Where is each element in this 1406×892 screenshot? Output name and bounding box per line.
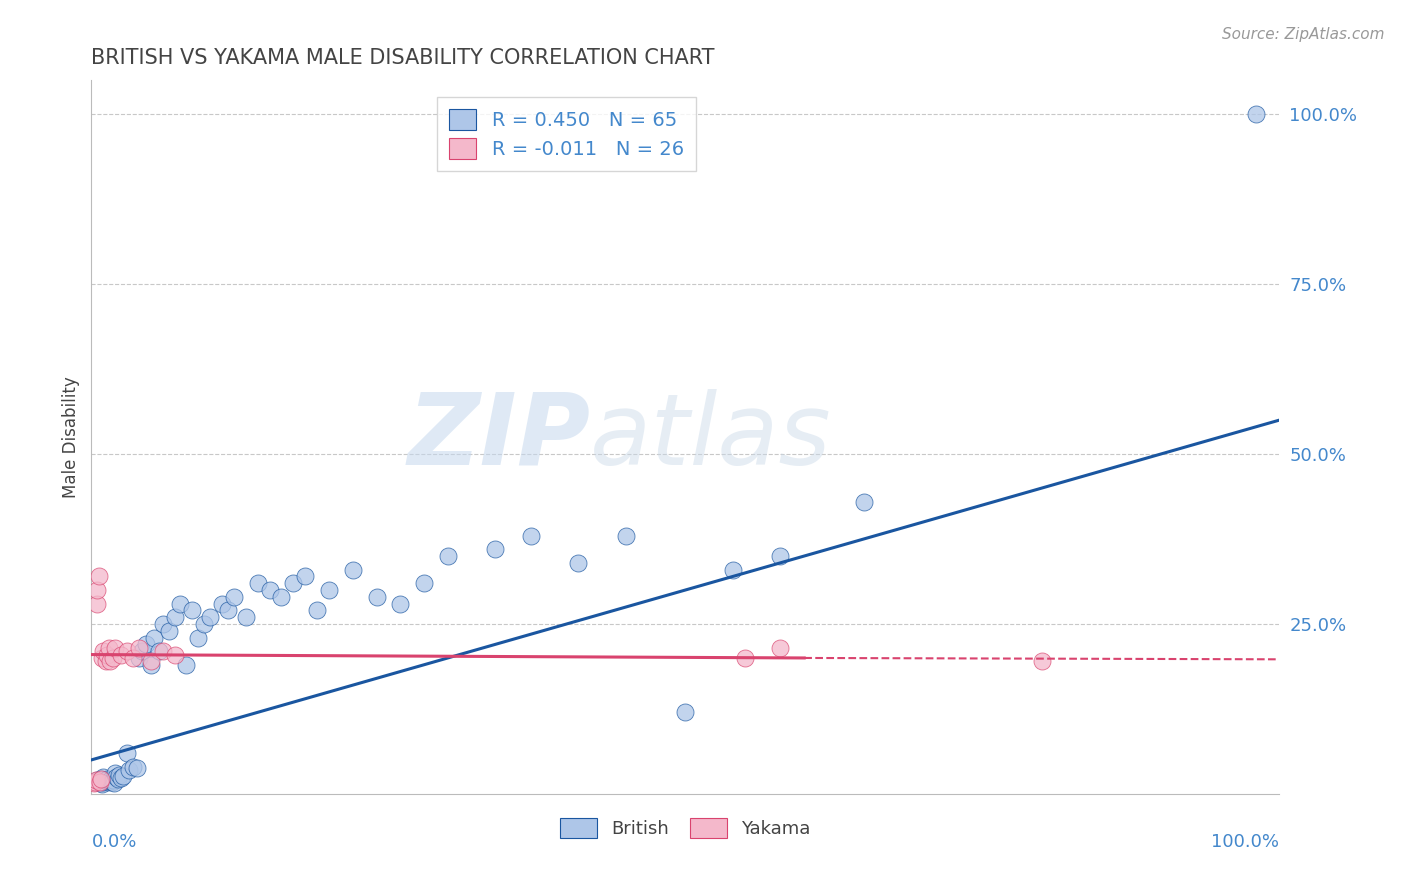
Point [734,651,756,665]
Point [852,494,875,508]
Point [110,771,132,785]
Point [91,644,114,658]
Point [181,603,204,617]
Point [86,582,108,597]
Point [112,769,135,783]
Point [91,774,114,789]
Point [94,654,117,668]
Point [131,644,153,658]
Point [125,761,148,775]
Text: ZIP: ZIP [408,389,591,485]
Point [259,582,281,597]
Point [567,556,589,570]
Point [217,603,239,617]
Point [91,770,114,784]
Point [148,644,170,658]
Point [283,576,305,591]
Point [1031,654,1053,668]
Point [139,657,162,672]
Point [520,528,543,542]
Point [143,631,166,645]
Point [222,590,245,604]
Point [211,597,233,611]
Point [86,773,108,788]
Point [107,768,129,782]
Point [721,563,744,577]
Point [294,569,316,583]
Point [98,640,121,655]
Point [128,640,150,655]
Point [318,582,340,597]
Point [90,772,112,786]
Point [176,657,198,672]
Point [389,597,412,611]
Point [673,706,696,720]
Point [97,775,120,789]
Point [769,640,792,655]
Point [157,624,180,638]
Point [86,597,108,611]
Point [104,640,127,655]
Point [413,576,436,591]
Point [200,610,222,624]
Point [91,777,114,791]
Point [100,772,122,787]
Text: 0.0%: 0.0% [91,833,136,851]
Point [104,766,127,780]
Point [100,654,122,668]
Point [118,763,141,777]
Point [270,590,292,604]
Text: BRITISH VS YAKAMA MALE DISABILITY CORRELATION CHART: BRITISH VS YAKAMA MALE DISABILITY CORREL… [91,47,714,68]
Point [96,648,118,662]
Point [139,654,162,668]
Point [769,549,792,563]
Point [307,603,329,617]
Point [152,617,174,632]
Point [187,631,209,645]
Point [101,651,124,665]
Point [105,770,128,784]
Point [84,773,107,788]
Point [193,617,215,632]
Point [91,651,114,665]
Point [98,774,121,789]
Point [436,549,458,563]
Point [484,542,506,557]
Point [115,644,138,658]
Point [163,610,186,624]
Point [87,569,110,583]
Point [110,648,132,662]
Y-axis label: Male Disability: Male Disability [62,376,80,498]
Point [101,773,124,788]
Point [152,644,174,658]
Point [96,772,118,786]
Text: atlas: atlas [591,389,832,485]
Point [235,610,257,624]
Point [83,776,105,790]
Text: 100.0%: 100.0% [1212,833,1279,851]
Point [89,774,111,789]
Point [366,590,388,604]
Point [89,776,111,790]
Point [103,776,125,790]
Legend: British, Yakama: British, Yakama [553,811,818,846]
Point [614,528,637,542]
Point [90,772,112,786]
Point [122,760,145,774]
Point [135,637,157,651]
Point [122,651,145,665]
Point [128,651,150,665]
Point [94,773,117,788]
Text: Source: ZipAtlas.com: Source: ZipAtlas.com [1222,27,1385,42]
Point [246,576,269,591]
Point [100,774,122,789]
Point [1244,107,1267,121]
Point [163,648,186,662]
Point [115,746,138,760]
Point [342,563,364,577]
Point [107,772,129,786]
Point [84,774,107,789]
Point [87,774,110,789]
Point [169,597,191,611]
